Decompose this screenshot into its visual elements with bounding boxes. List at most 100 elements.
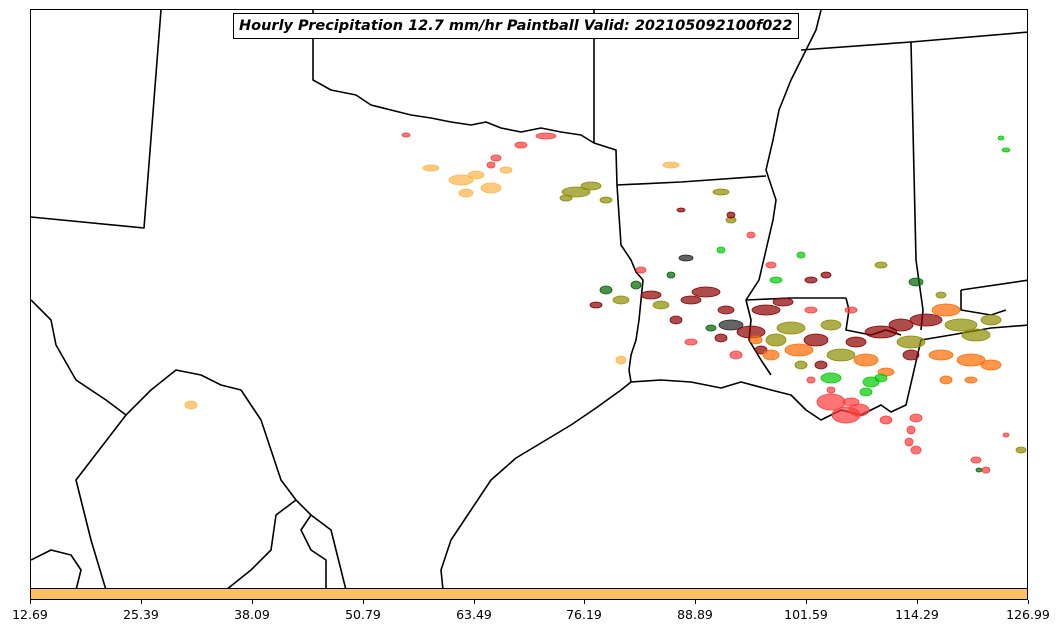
precip-blob-red: [401, 132, 411, 138]
precip-blob-orange: [184, 400, 198, 410]
precip-blob-red: [729, 350, 743, 360]
precip-blob-dark-red: [909, 313, 943, 327]
colorbar-tick-label: 63.49: [456, 607, 492, 622]
state-border-red-river: [312, 10, 595, 144]
mississippi-river-border: [745, 10, 822, 376]
precip-blob-dark-orange: [980, 359, 1002, 371]
precip-blob-dark-red: [888, 318, 914, 332]
colorbar-tick-label: 76.19: [566, 607, 602, 622]
colorbar-tick-mark: [141, 600, 142, 604]
precip-blob-orange: [448, 174, 474, 186]
precip-blob-dark-red: [714, 333, 728, 343]
precip-blob-dark-green: [705, 324, 717, 332]
precip-blob-red: [684, 338, 698, 346]
precip-blob-olive: [599, 196, 613, 204]
precip-blob-olive: [559, 194, 573, 202]
precip-blob-red: [1002, 432, 1010, 438]
precip-blob-dark-red: [640, 290, 662, 300]
colorbar-tick-mark: [474, 600, 475, 604]
state-border-ar-la: [745, 297, 846, 301]
precip-blob-red: [746, 231, 756, 239]
precip-blob-olive: [820, 319, 842, 331]
precip-blob-dark-green: [666, 271, 676, 279]
mexico-state-border-3: [227, 499, 297, 588]
precip-blob-olive: [944, 318, 978, 332]
precip-blob-dark-red: [669, 315, 683, 325]
precip-blob-olive: [896, 335, 926, 349]
precip-blob-green: [820, 372, 842, 384]
precip-blob-olive: [776, 321, 806, 335]
colorbar-tick-mark: [917, 600, 918, 604]
state-border-ok-ar-tx: [593, 10, 644, 321]
colorbar: [30, 588, 1028, 600]
state-border-tn-south: [910, 31, 1027, 43]
precip-blob-dark-orange: [928, 349, 954, 361]
precip-blob-dark-red: [820, 271, 832, 279]
precip-blob-red: [635, 266, 647, 274]
precip-blob-dark-red: [676, 207, 686, 213]
precip-blob-olive: [961, 328, 991, 342]
precip-blob-red: [806, 376, 816, 384]
precip-blob-green: [1001, 147, 1011, 153]
colorbar-tick-mark: [584, 600, 585, 604]
colorbar-tick-mark: [806, 600, 807, 604]
colorbar-tick-mark: [363, 600, 364, 604]
precip-blob-red: [910, 445, 922, 455]
colorbar-tick-mark: [252, 600, 253, 604]
precip-blob-red: [981, 466, 991, 474]
precip-blob-dark-orange: [784, 343, 814, 357]
map-panel: [30, 9, 1028, 589]
precip-blob-dark-red: [902, 349, 920, 361]
precip-blob-dark-red: [736, 325, 766, 339]
mexico-state-border-1: [75, 414, 127, 588]
precip-blob-dark-orange: [964, 376, 978, 384]
precip-blob-dark-green: [630, 280, 642, 290]
precip-blob-dark-orange: [853, 353, 879, 367]
precip-blob-red: [879, 415, 893, 425]
precip-blob-orange: [499, 166, 513, 174]
precip-blob-olive: [612, 295, 630, 305]
borders: [31, 10, 1027, 588]
precip-blob-olive: [980, 314, 1002, 326]
colorbar-tick-mark: [30, 600, 31, 604]
precip-blob-dark-red: [726, 211, 736, 219]
precip-blob-dark-orange: [956, 353, 986, 367]
precip-blob-olive: [794, 360, 808, 370]
state-border-ms-al: [800, 41, 924, 331]
colorbar-tick-label: 88.89: [677, 607, 713, 622]
colorbar-tick-label: 12.69: [12, 607, 48, 622]
precip-blob-dark-orange: [939, 375, 953, 385]
precip-blob-dark-red: [814, 360, 828, 370]
rio-grande-border: [31, 299, 347, 588]
precip-blob-red: [909, 413, 923, 423]
state-border-tx-la: [628, 319, 640, 383]
precip-blob-orange: [458, 188, 474, 198]
precip-blob-dark-green: [599, 285, 613, 295]
precip-blob-olive: [712, 188, 730, 196]
precip-blob-black: [678, 254, 694, 262]
precip-blob-dark-red: [803, 333, 829, 347]
precip-blob-dark-orange: [931, 303, 961, 317]
map-title: Hourly Precipitation 12.7 mm/hr Paintbal…: [233, 13, 799, 39]
precip-blob-green: [859, 387, 873, 397]
precip-blob-olive: [826, 348, 856, 362]
precip-blob-red: [535, 132, 557, 140]
colorbar-tick-label: 114.29: [895, 607, 939, 622]
state-border-ar-north: [616, 175, 767, 186]
precip-blob-dark-red: [772, 297, 794, 307]
colorbar-tick-label: 25.39: [123, 607, 159, 622]
precip-blob-red: [490, 154, 502, 162]
precip-blob-green: [997, 135, 1005, 141]
precip-blob-red: [906, 425, 916, 435]
map-canvas: [31, 10, 1027, 588]
colorbar-tick-label: 126.99: [1006, 607, 1050, 622]
state-border-al-fl: [960, 279, 1027, 291]
precip-blob-dark-orange: [749, 335, 763, 345]
precip-blob-red: [844, 306, 858, 314]
precip-blob-dark-green: [975, 467, 983, 473]
colorbar-tick-label: 101.59: [784, 607, 828, 622]
precip-blob-dark-red: [845, 336, 867, 348]
precip-blob-red: [804, 306, 818, 314]
precip-blob-red: [842, 397, 860, 407]
